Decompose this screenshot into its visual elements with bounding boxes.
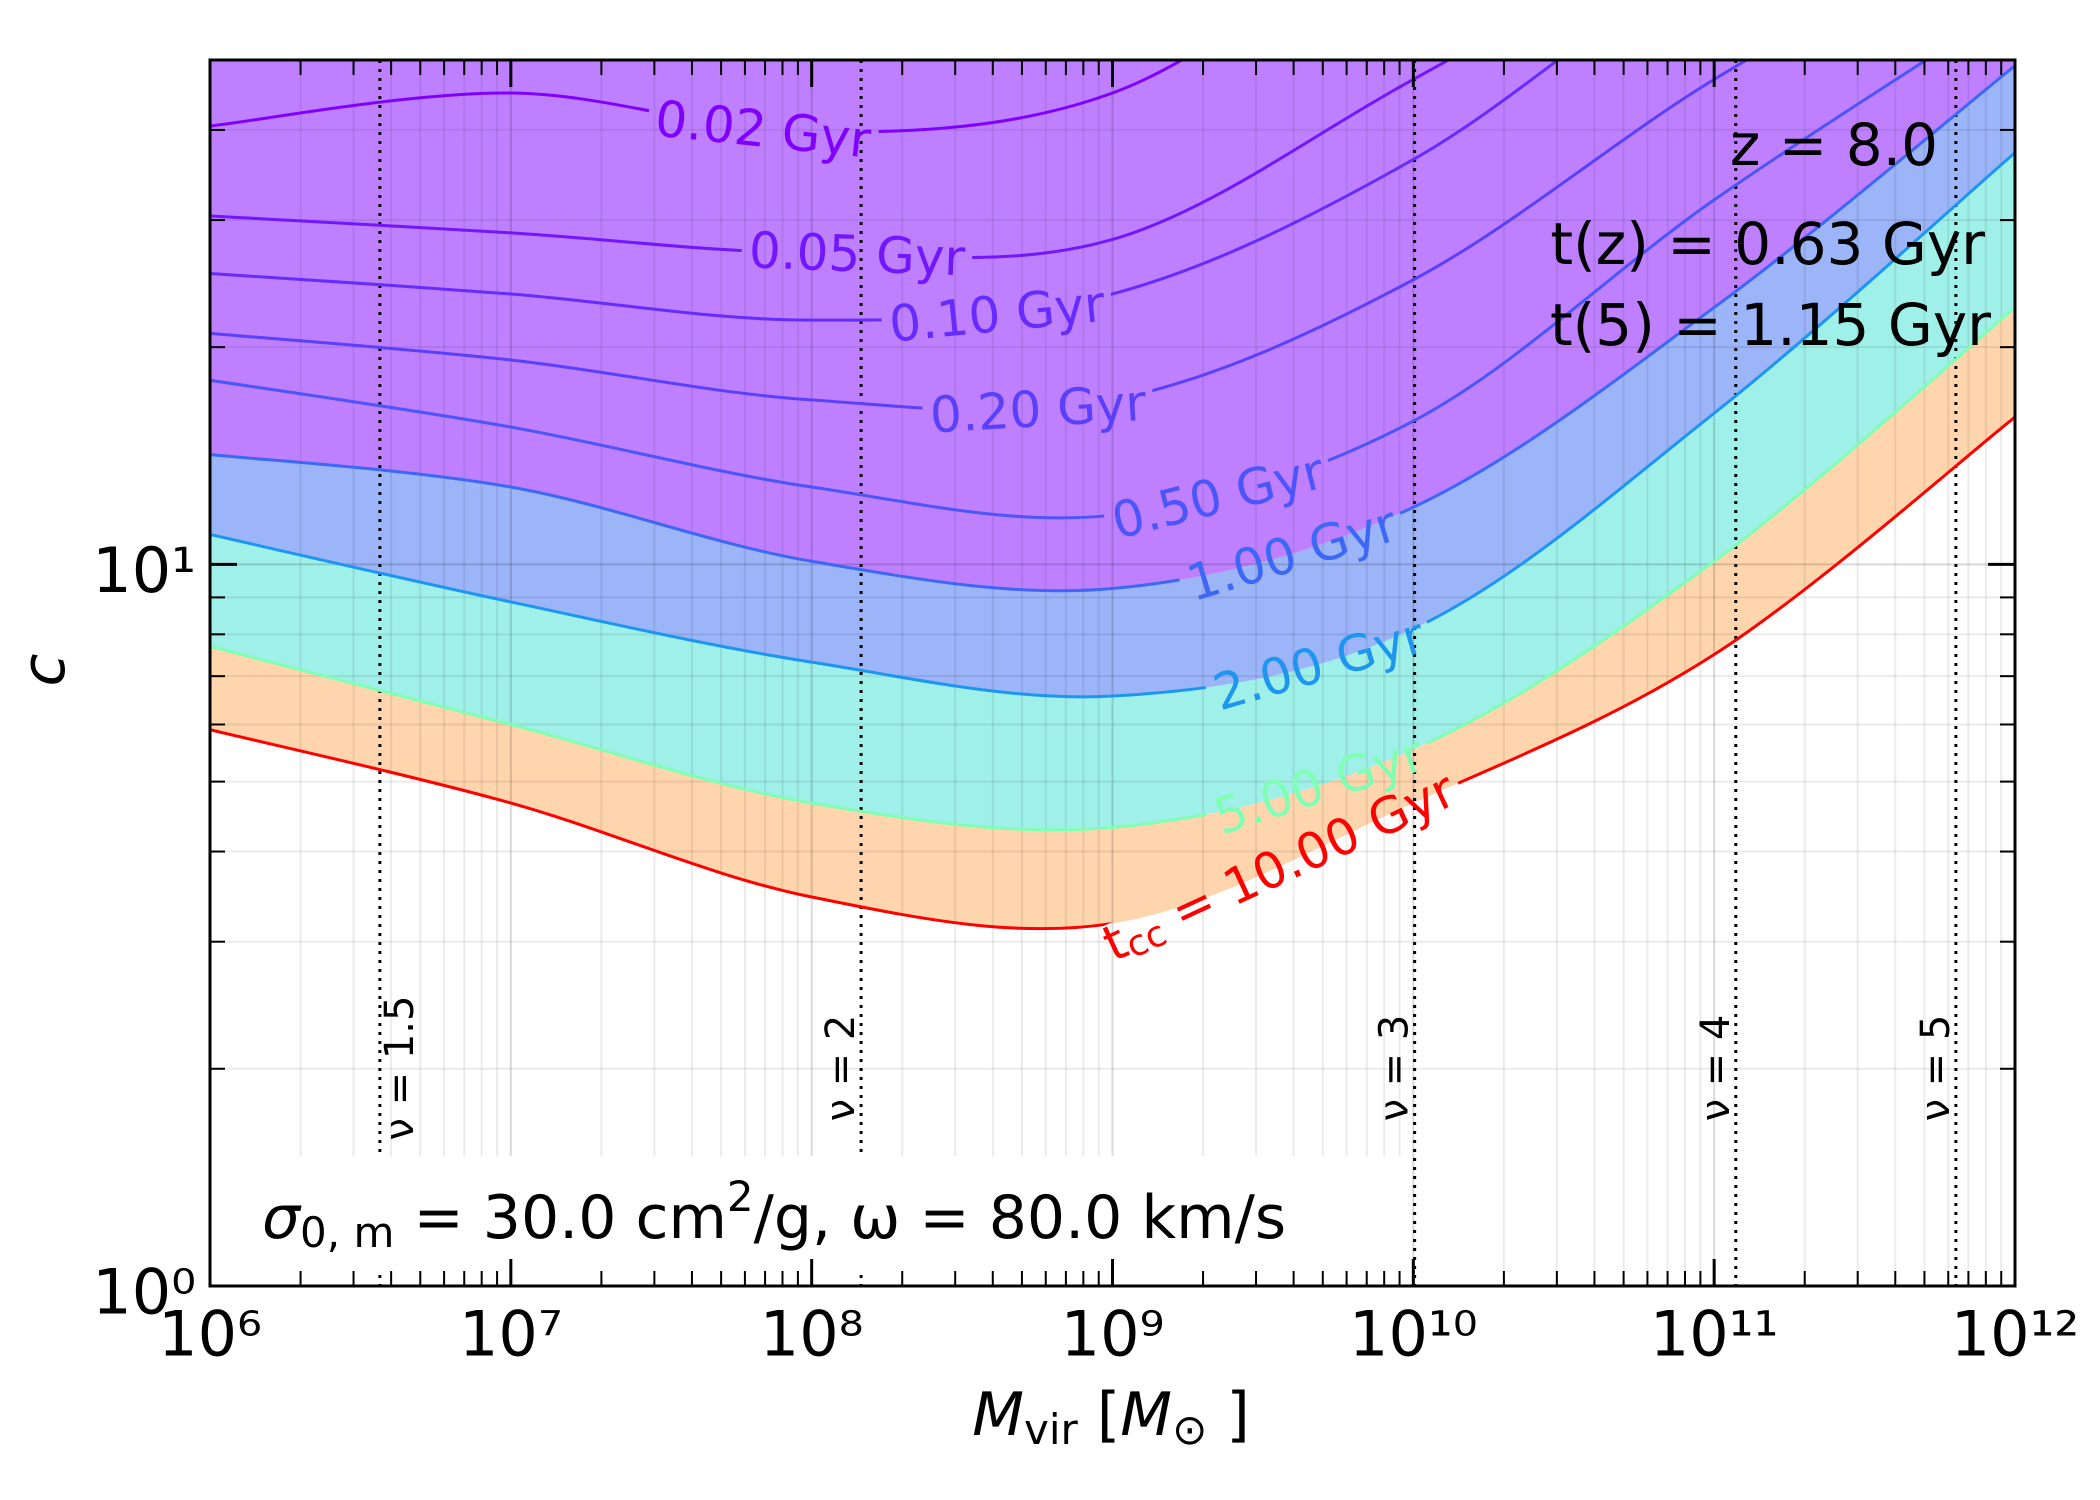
- param-part: 0, m: [300, 1208, 394, 1257]
- annotations: z = 8.0 t(z) = 0.63 Gyr t(5) = 1.15 Gyr σ0,…: [226, 111, 1991, 1274]
- y-tick-label: 10¹: [92, 534, 196, 607]
- x-axis-label: Mvir [M⊙ ]: [972, 1380, 1250, 1454]
- nu-label: ν = 2: [818, 1015, 864, 1122]
- reference-lines: ν = 1.5 ν = 2 ν = 3 ν = 4 ν = 5: [377, 60, 1959, 1286]
- contour-lines: [210, 60, 2015, 931]
- y-axis-label: c: [9, 654, 79, 687]
- contour-line: [210, 415, 2015, 931]
- contour-lines-masked: [210, 60, 2015, 931]
- y-tick-label: 10⁰: [92, 1256, 196, 1329]
- contour-label: 0.20 Gyr: [928, 374, 1148, 445]
- contour-line: [210, 60, 1185, 134]
- band: [210, 307, 2015, 929]
- contour-line: [210, 151, 2015, 699]
- x-label-part: M: [972, 1380, 1024, 1450]
- nu-label: ν = 4: [1693, 1015, 1739, 1122]
- band: [210, 65, 2015, 697]
- x-label-part: [: [1078, 1380, 1120, 1450]
- x-label-part: M: [1120, 1380, 1172, 1450]
- x-label-part: vir: [1024, 1405, 1079, 1454]
- annotation: z = 8.0: [1730, 111, 1938, 179]
- grid: [210, 60, 2015, 1286]
- x-label-part: ]: [1207, 1380, 1249, 1450]
- contour-line: [210, 60, 1561, 322]
- nu-label: ν = 5: [1913, 1015, 1959, 1122]
- label-part: 0.05 Gyr: [748, 221, 967, 287]
- param-box: [226, 1156, 1406, 1274]
- band: [210, 152, 2015, 830]
- contour-line: [210, 60, 1929, 520]
- param-part: 2: [727, 1172, 754, 1221]
- x-tick-label: 10⁶: [158, 1298, 262, 1371]
- x-tick-label: 10¹⁰: [1349, 1298, 1478, 1371]
- param-text: σ0, m = 30.0 cm2/g, ω = 80.0 km/s: [262, 1172, 1286, 1257]
- x-tick-label: 10⁷: [459, 1298, 563, 1371]
- x-tick-label: 10⁸: [760, 1298, 864, 1371]
- contour-label: 0.05 Gyr: [748, 221, 967, 287]
- param-part: /g, ω = 80.0 km/s: [754, 1183, 1286, 1253]
- param-part: = 30.0 cm: [394, 1183, 727, 1253]
- param-part: σ: [262, 1183, 302, 1253]
- contour-line: [210, 306, 2015, 832]
- x-tick-label: 10¹¹: [1650, 1298, 1779, 1371]
- x-tick-label: 10¹²: [1951, 1298, 2080, 1371]
- contour-line: [210, 64, 2015, 593]
- nu-label: ν = 3: [1372, 1015, 1418, 1122]
- contour-line: [210, 60, 1452, 260]
- x-label-part: ⊙: [1172, 1405, 1207, 1454]
- label-part: 0.20 Gyr: [928, 374, 1148, 445]
- nu-label: ν = 1.5: [377, 996, 423, 1141]
- annotation: t(z) = 0.63 Gyr: [1550, 210, 1985, 278]
- x-tick-label: 10⁹: [1061, 1298, 1165, 1371]
- annotation: t(5) = 1.15 Gyr: [1550, 291, 1991, 359]
